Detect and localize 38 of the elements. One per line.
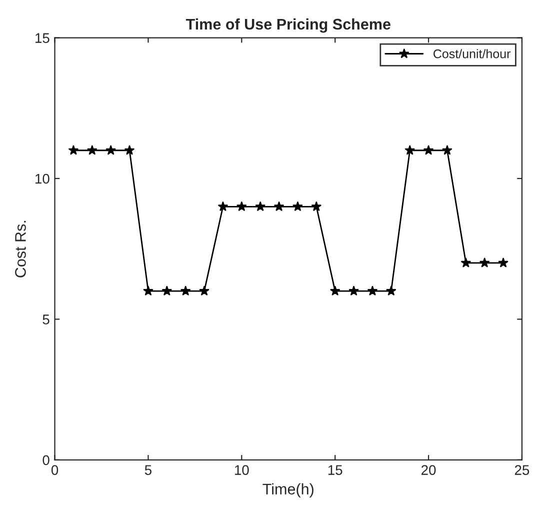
point [180,286,191,296]
x-tick-label: 20 [422,465,436,475]
y-tick-label: 0 [42,455,50,466]
legend-label: Cost/unit/hour [434,49,511,58]
y-axis-title: Cost Rs. [15,220,26,278]
y-tick-label: 15 [36,33,50,43]
x-tick-label: 5 [144,465,152,475]
y-tick-label: 5 [42,314,50,324]
x-tick-label: 15 [328,465,342,475]
point [423,144,434,155]
x-tick-label: 10 [234,465,249,475]
point [162,286,172,296]
point [292,201,303,212]
point [348,286,359,296]
y-tick-label: 10 [36,174,50,184]
point [68,144,79,155]
point [274,201,284,212]
point [404,144,415,155]
point [236,201,247,212]
chart-title: Time of Use Pricing Scheme [186,18,390,33]
point [479,258,490,268]
point [255,201,266,212]
x-axis-title: Time(h) [262,483,314,498]
point [330,286,340,296]
point [442,144,452,155]
point [367,286,378,296]
point [199,286,210,296]
point [386,286,396,296]
point [124,144,135,155]
point [218,201,228,212]
point [498,258,508,268]
point [87,144,98,155]
point [311,201,322,212]
x-tick-label: 0 [51,465,58,475]
point [460,258,472,268]
point [143,286,154,296]
x-tick-label: 25 [514,465,530,475]
point [106,144,116,155]
